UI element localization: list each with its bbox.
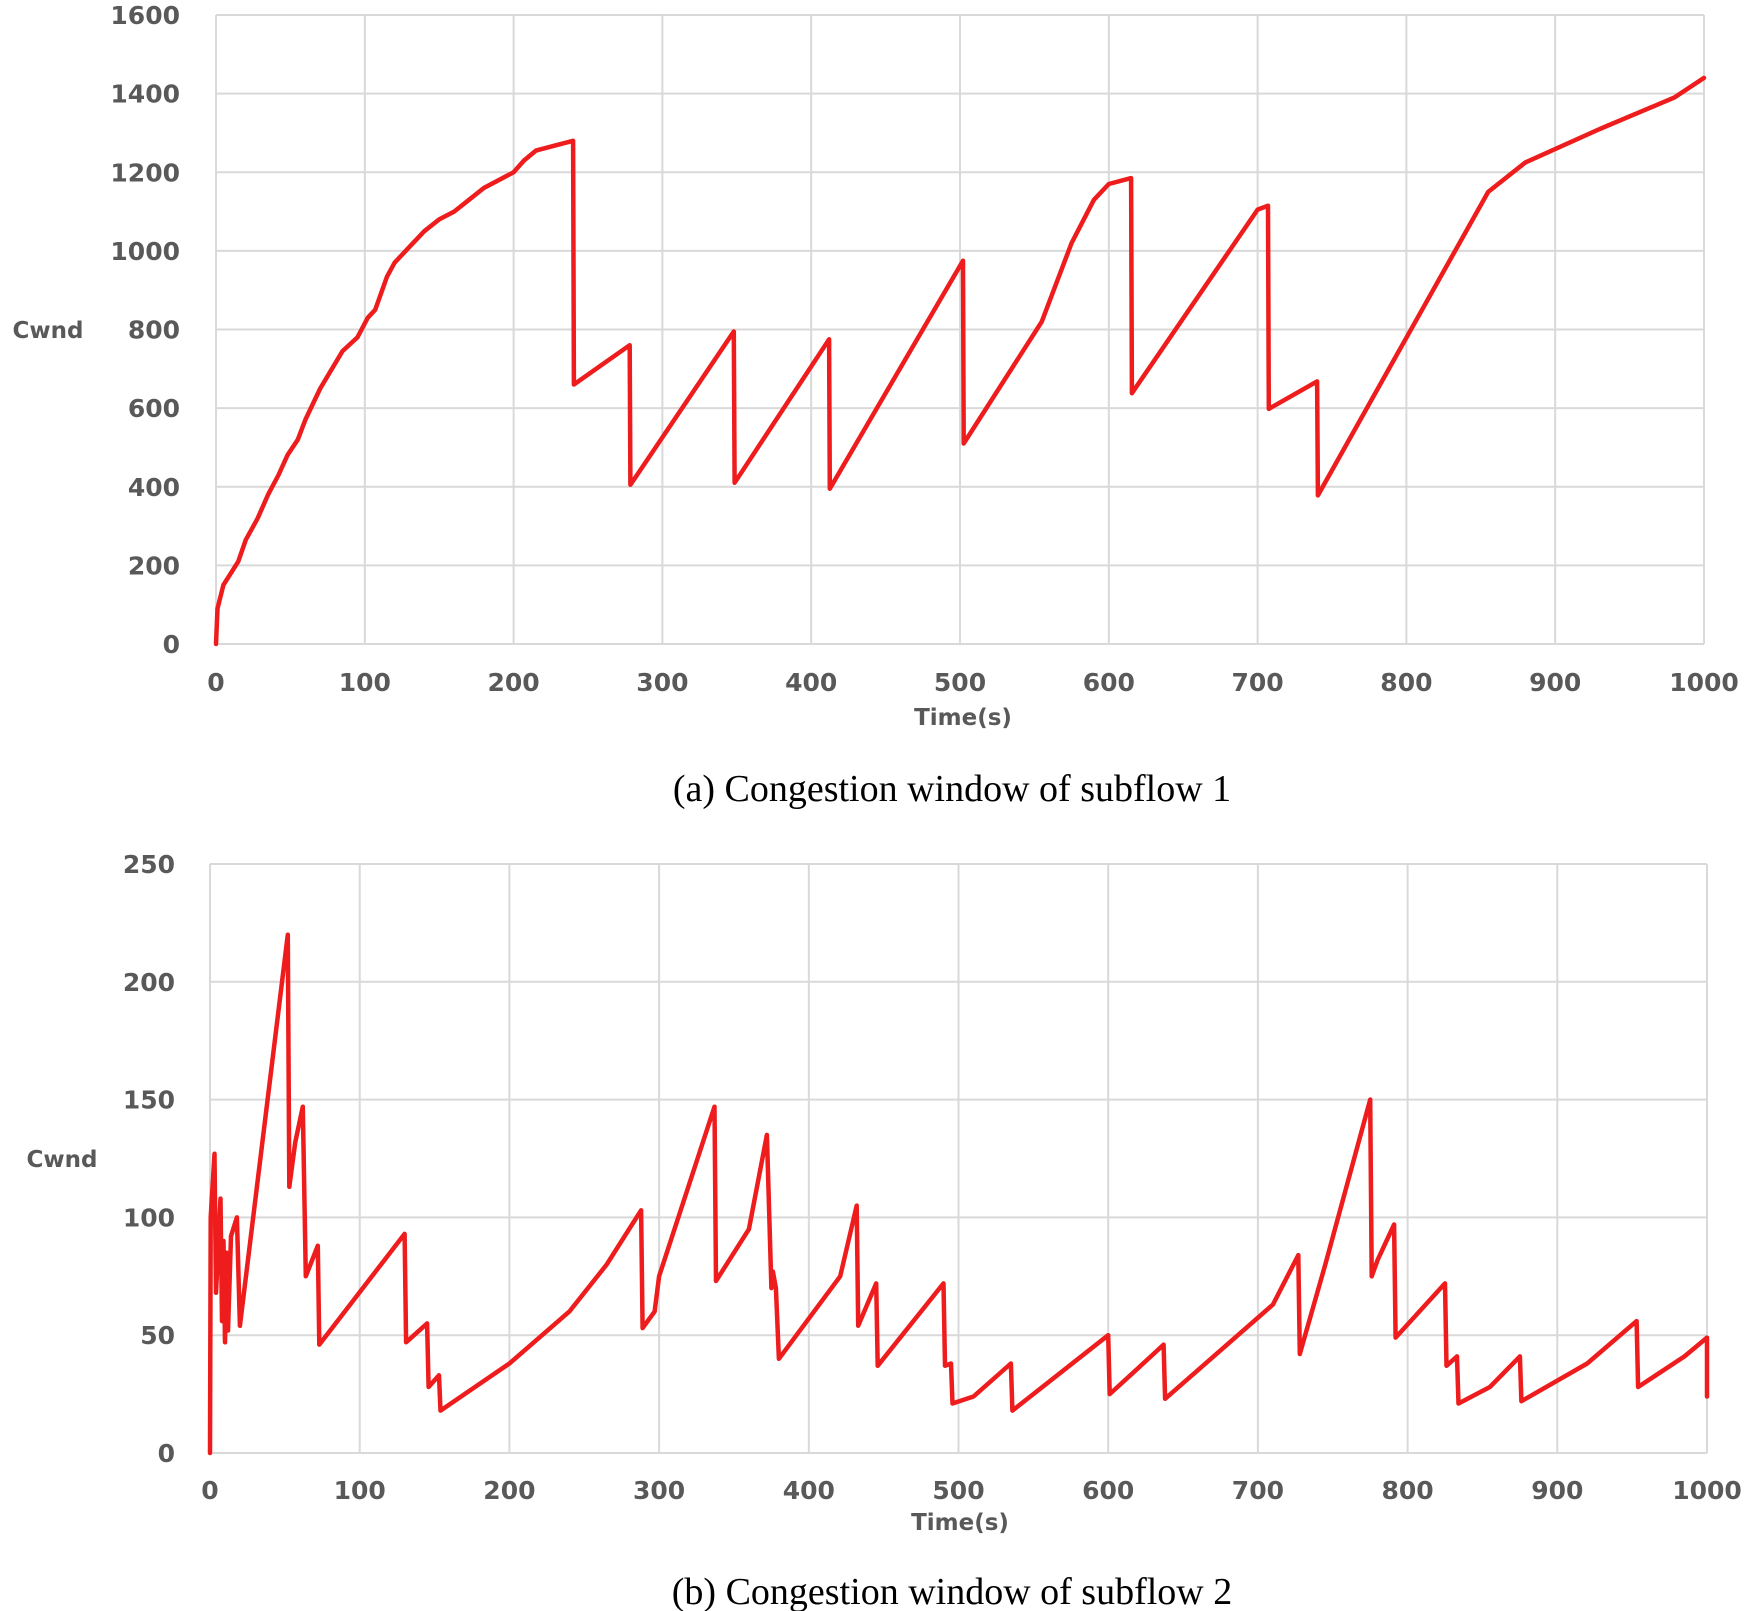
y-tick-label: 0 (158, 1439, 175, 1468)
x-axis-title: Time(s) (911, 1510, 1009, 1536)
y-tick-label: 100 (123, 1203, 175, 1232)
y-tick-label: 1000 (110, 237, 180, 266)
series-line-subflow-1 (213, 75, 1707, 647)
chart-caption: (a) Congestion window of subflow 1 (673, 768, 1231, 810)
x-tick-label: 300 (633, 1476, 685, 1505)
x-tick-label: 100 (339, 668, 391, 697)
series-line-subflow-2 (207, 932, 1710, 1456)
y-tick-label: 50 (140, 1321, 175, 1350)
y-tick-labels: 0 200 400 600 800 1000 1200 1400 1600 (110, 1, 180, 659)
y-axis-title: Cwnd (13, 318, 84, 344)
chart-caption: (b) Congestion window of subflow 2 (672, 1571, 1232, 1611)
x-tick-label: 200 (488, 668, 540, 697)
x-tick-label: 600 (1083, 668, 1135, 697)
x-tick-label: 200 (483, 1476, 535, 1505)
x-tick-label: 500 (932, 1476, 984, 1505)
x-tick-label: 400 (783, 1476, 835, 1505)
y-tick-label: 250 (123, 850, 175, 879)
x-tick-label: 600 (1082, 1476, 1134, 1505)
x-axis-title: Time(s) (914, 705, 1012, 731)
x-tick-label: 1000 (1672, 1476, 1742, 1505)
x-tick-labels: 0 100 200 300 400 500 600 700 800 900 1000 (201, 1476, 1742, 1505)
x-tick-label: 0 (201, 1476, 218, 1505)
y-tick-label: 800 (128, 316, 180, 345)
chart-subflow-2: 0 50 100 150 200 250 0 100 200 300 400 500 600 700 80… (27, 850, 1742, 1611)
x-tick-label: 1000 (1669, 668, 1739, 697)
x-tick-labels: 0 100 200 300 400 500 600 700 800 900 1000 (207, 668, 1739, 697)
gridlines (215, 14, 1705, 645)
x-tick-label: 800 (1380, 668, 1432, 697)
y-tick-labels: 0 50 100 150 200 250 (123, 850, 175, 1468)
y-tick-label: 0 (163, 630, 180, 659)
y-axis-title: Cwnd (27, 1147, 98, 1173)
y-tick-label: 200 (123, 968, 175, 997)
x-tick-label: 700 (1232, 1476, 1284, 1505)
x-tick-label: 900 (1529, 668, 1581, 697)
x-tick-label: 500 (934, 668, 986, 697)
x-tick-label: 0 (207, 668, 224, 697)
x-tick-label: 300 (636, 668, 688, 697)
x-tick-label: 900 (1531, 1476, 1583, 1505)
x-tick-label: 700 (1232, 668, 1284, 697)
gridlines (209, 863, 1708, 1454)
y-tick-label: 1600 (110, 1, 180, 30)
x-tick-label: 100 (334, 1476, 386, 1505)
y-tick-label: 1400 (110, 80, 180, 109)
y-tick-label: 600 (128, 394, 180, 423)
y-tick-label: 400 (128, 473, 180, 502)
y-tick-label: 150 (123, 1086, 175, 1115)
chart-subflow-1: 0 200 400 600 800 1000 1200 1400 1600 0 100 200 300… (13, 1, 1739, 810)
y-tick-label: 1200 (110, 158, 180, 187)
x-tick-label: 800 (1382, 1476, 1434, 1505)
x-tick-label: 400 (785, 668, 837, 697)
y-tick-label: 200 (128, 551, 180, 580)
